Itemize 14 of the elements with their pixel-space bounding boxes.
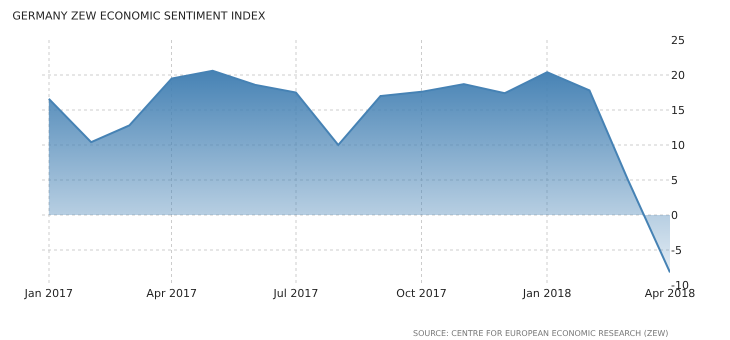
- y-tick-label: 15: [671, 104, 685, 117]
- chart-title: GERMANY ZEW ECONOMIC SENTIMENT INDEX: [12, 10, 266, 23]
- y-tick-label: 0: [671, 208, 678, 222]
- y-tick-label: 5: [671, 174, 678, 187]
- x-tick-label: Jan 2018: [522, 287, 572, 300]
- x-tick-label: Jul 2017: [272, 287, 318, 300]
- x-tick-label: Oct 2017: [396, 287, 447, 300]
- x-tick-label: Jan 2017: [24, 287, 74, 300]
- y-tick-label: 10: [671, 138, 685, 152]
- y-tick-label: -5: [671, 244, 682, 257]
- source-note: SOURCE: CENTRE FOR EUROPEAN ECONOMIC RESEARCH (ZEW): [413, 329, 668, 338]
- y-tick-label: 20: [671, 68, 685, 82]
- x-tick-label: Apr 2017: [146, 287, 197, 300]
- y-tick-label: 25: [671, 34, 685, 47]
